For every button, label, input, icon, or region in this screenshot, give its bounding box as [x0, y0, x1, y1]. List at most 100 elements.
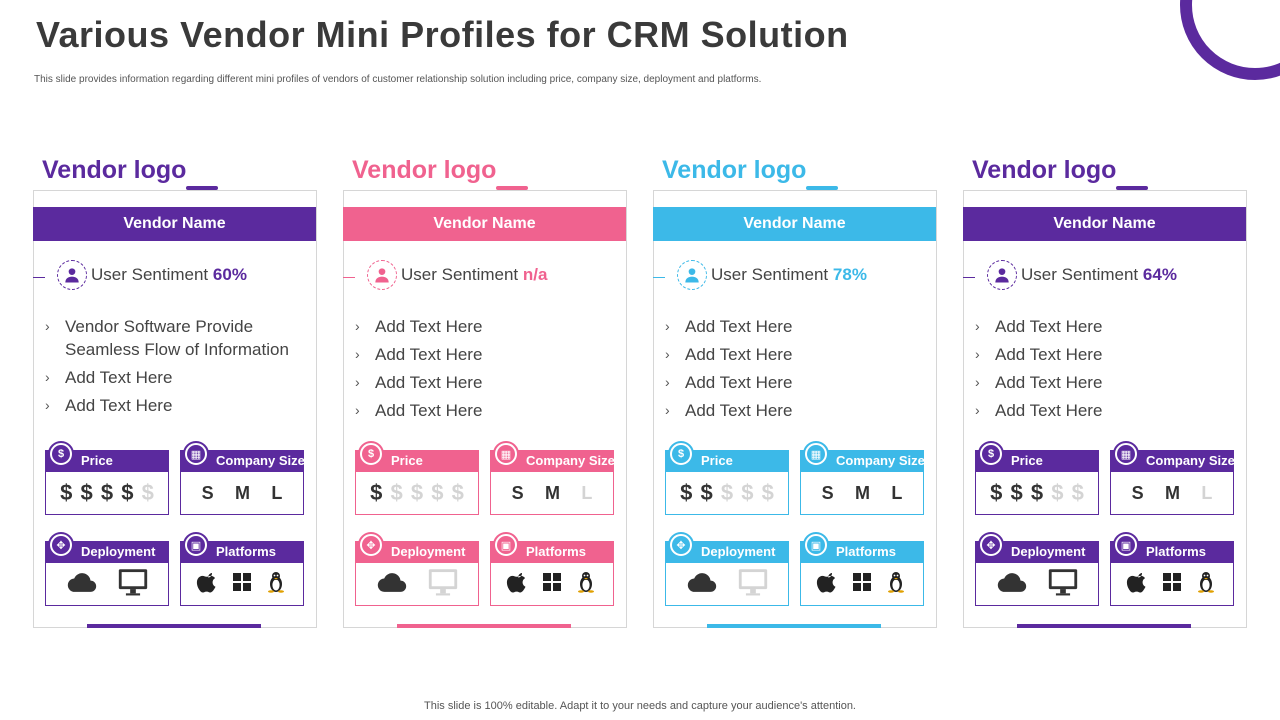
platforms-values [490, 563, 614, 606]
sentiment-connector [33, 277, 45, 278]
vendor-name-bar: Vendor Name [653, 207, 936, 241]
list-item-text: Vendor Software Provide Seamless Flow of… [65, 317, 289, 359]
platforms-values [1110, 563, 1234, 606]
list-item-text: Add Text Here [685, 317, 793, 336]
deployment-values [45, 563, 169, 606]
network-icon: ✥ [978, 532, 1004, 558]
chevron-right-icon: › [45, 397, 50, 413]
dollar-icon: $ [741, 480, 754, 505]
price-values: $ $ $ $ $ [665, 472, 789, 515]
dollar-icon: $ [990, 480, 1003, 505]
dollar-icon: $ [451, 480, 464, 505]
price-label: Price [355, 450, 479, 472]
vendor-logo-underline [1116, 186, 1148, 190]
sentiment-label: User Sentiment [91, 265, 209, 284]
dollar-icon: $ [60, 480, 73, 505]
list-item: › Add Text Here [45, 394, 305, 417]
vendor-logo: Vendor logo [42, 156, 187, 184]
chevron-right-icon: › [665, 346, 670, 362]
list-item: › Vendor Software Provide Seamless Flow o… [45, 315, 305, 361]
chevron-right-icon: › [665, 318, 670, 334]
user-icon [677, 260, 707, 290]
deployment-label: Deployment [975, 541, 1099, 563]
list-item: › Add Text Here [355, 343, 615, 366]
deployment-label: Deployment [355, 541, 479, 563]
price-box: Price $ $ $ $ $ $ [975, 441, 1099, 515]
chevron-right-icon: › [975, 318, 980, 334]
cloud-icon [375, 565, 409, 604]
list-item: › Add Text Here [45, 366, 305, 389]
chevron-right-icon: › [355, 346, 360, 362]
platforms-box: Platforms ▣ [490, 532, 614, 606]
windows-icon [540, 570, 564, 599]
feature-list: › Add Text Here › Add Text Here › Add Text He… [355, 315, 615, 427]
sentiment-label: User Sentiment [401, 265, 519, 284]
size-option: M [545, 482, 560, 503]
sentiment-text: User Sentiment 64% [1021, 265, 1177, 285]
list-item: › Add Text Here [975, 399, 1235, 422]
chevron-right-icon: › [45, 369, 50, 385]
sentiment-connector [963, 277, 975, 278]
platforms-label: Platforms [490, 541, 614, 563]
card-bottom-bar [1017, 624, 1191, 628]
chevron-right-icon: › [355, 374, 360, 390]
user-sentiment: User Sentiment 60% [33, 260, 315, 294]
user-icon [367, 260, 397, 290]
monitor-icon [116, 565, 150, 604]
building-icon: ▦ [1113, 441, 1139, 467]
page-subtitle: This slide provides information regardin… [34, 74, 762, 85]
list-item-text: Add Text Here [375, 345, 483, 364]
list-item-text: Add Text Here [995, 401, 1103, 420]
vendor-logo: Vendor logo [662, 156, 807, 184]
apple-icon [506, 570, 530, 599]
dollar-coin-icon: $ [978, 441, 1004, 467]
company-size-box: Company Size S M L ▦ [180, 441, 305, 515]
dollar-coin-icon: $ [358, 441, 384, 467]
dollar-icon: $ [431, 480, 444, 505]
list-item-text: Add Text Here [375, 373, 483, 392]
size-option: L [891, 482, 903, 503]
price-values: $ $ $ $ $ [975, 472, 1099, 515]
vendor-name-bar: Vendor Name [963, 207, 1246, 241]
size-option: M [235, 482, 250, 503]
company-size-label: Company Size [800, 450, 925, 472]
sentiment-connector [653, 277, 665, 278]
cloud-icon [65, 565, 99, 604]
cloud-icon [995, 565, 1029, 604]
network-icon: ✥ [668, 532, 694, 558]
company-size-label: Company Size [1110, 450, 1235, 472]
user-icon [987, 260, 1017, 290]
building-icon: ▦ [803, 441, 829, 467]
linux-icon [1194, 570, 1218, 599]
size-option: S [201, 482, 214, 503]
chevron-right-icon: › [665, 374, 670, 390]
user-sentiment: User Sentiment n/a [343, 260, 625, 294]
list-item-text: Add Text Here [65, 396, 173, 415]
deployment-values [975, 563, 1099, 606]
deployment-label: Deployment [45, 541, 169, 563]
size-option: L [271, 482, 283, 503]
feature-list: › Add Text Here › Add Text Here › Add Text He… [975, 315, 1235, 427]
deployment-box: Deployment ✥ [355, 532, 479, 606]
price-label: Price [45, 450, 169, 472]
dollar-icon: $ [410, 480, 424, 505]
list-item: › Add Text Here [665, 315, 925, 338]
price-box: Price $ $ $ $ $ $ [45, 441, 169, 515]
size-option: S [821, 482, 834, 503]
sentiment-label: User Sentiment [711, 265, 829, 284]
sentiment-value: n/a [522, 265, 548, 284]
deployment-box: Deployment ✥ [975, 532, 1099, 606]
deployment-box: Deployment ✥ [45, 532, 169, 606]
list-item-text: Add Text Here [375, 317, 483, 336]
user-sentiment: User Sentiment 64% [963, 260, 1245, 294]
dollar-icon: $ [1071, 480, 1084, 505]
list-item: › Add Text Here [665, 343, 925, 366]
vendor-logo-underline [806, 186, 838, 190]
dollar-icon: $ [720, 480, 734, 505]
chevron-right-icon: › [665, 402, 670, 418]
chevron-right-icon: › [975, 346, 980, 362]
